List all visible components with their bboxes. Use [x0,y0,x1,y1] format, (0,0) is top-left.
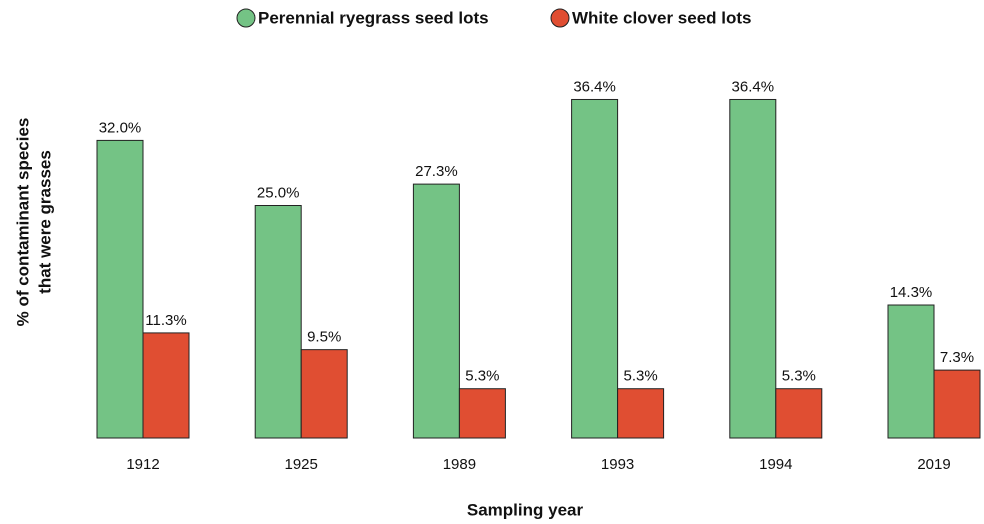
bar [933,369,981,439]
legend-label: Perennial ryegrass seed lots [258,8,489,27]
y-axis-label-line: that were grasses [35,150,54,294]
value-label: 14.3% [890,284,933,301]
bar [412,183,460,439]
value-label: 36.4% [732,78,775,95]
x-axis-label: Sampling year [467,500,584,519]
bar [96,139,144,439]
value-label: 9.5% [307,329,341,346]
bar [300,349,348,439]
legend-marker [550,8,570,28]
x-tick-label: 1994 [759,456,792,473]
value-label: 5.3% [623,368,657,385]
x-tick-label: 1993 [601,456,634,473]
value-label: 7.3% [940,349,974,366]
bar [729,98,777,439]
value-label: 25.0% [257,184,300,201]
legend-label: White clover seed lots [572,8,752,27]
bar [775,388,823,439]
bar [571,98,619,439]
bar [458,388,506,439]
value-label: 27.3% [415,163,458,180]
y-axis-label-line: % of contaminant species [13,118,32,327]
y-axis-label: % of contaminant species that were grass… [13,118,54,327]
bar [142,332,190,439]
legend-marker [236,8,256,28]
x-tick-label: 1912 [126,456,159,473]
value-label: 5.3% [782,368,816,385]
x-tick-label: 2019 [917,456,950,473]
x-tick-label: 1989 [443,456,476,473]
value-label: 32.0% [99,119,142,136]
bar [617,388,665,439]
value-label: 5.3% [465,368,499,385]
bar [887,304,935,439]
x-tick-label: 1925 [285,456,318,473]
value-label: 11.3% [145,312,186,329]
value-label: 36.4% [573,78,616,95]
bar [254,205,302,439]
